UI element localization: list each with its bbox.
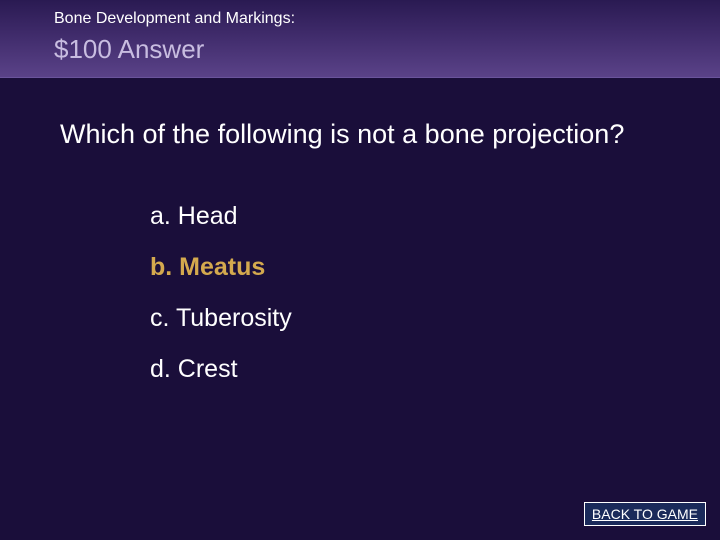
back-to-game-button[interactable]: BACK TO GAME [584, 502, 706, 526]
header: Bone Development and Markings: $100 Answ… [0, 0, 720, 78]
option-d: d. Crest [150, 355, 720, 384]
option-a: a. Head [150, 202, 720, 231]
amount-label: $100 Answer [0, 34, 720, 65]
option-c: c. Tuberosity [150, 304, 720, 333]
category-label: Bone Development and Markings: [0, 10, 720, 28]
question-text: Which of the following is not a bone pro… [0, 78, 720, 152]
option-b: b. Meatus [150, 253, 720, 282]
options-list: a. Head b. Meatus c. Tuberosity d. Crest [0, 152, 720, 384]
